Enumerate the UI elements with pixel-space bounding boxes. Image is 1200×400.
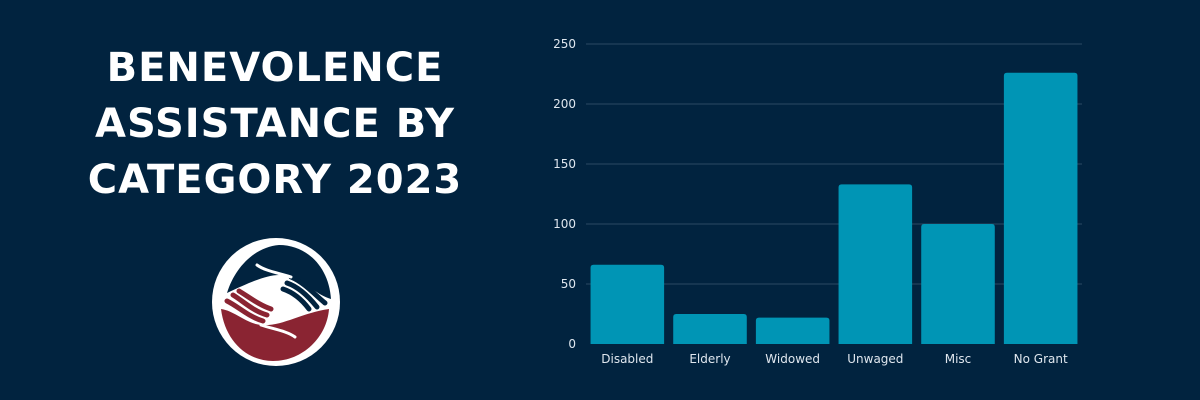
x-axis: Disabled Elderly Widowed Unwaged Misc No Gran…	[601, 352, 1068, 366]
bar-no-grant	[1003, 72, 1078, 345]
grid-layer	[586, 43, 1082, 285]
y-tick-label: 50	[561, 277, 576, 291]
title-line-1: BENEVOLENCE	[106, 45, 444, 91]
title-block: BENEVOLENCE ASSISTANCE BY CATEGORY 2023	[40, 40, 510, 208]
x-tick-label: Misc	[945, 352, 972, 366]
x-tick-label: Disabled	[601, 352, 653, 366]
y-axis: 0 50 100 150 200 250	[553, 37, 576, 351]
bar-widowed	[755, 317, 830, 344]
bar-disabled	[590, 264, 665, 344]
x-tick-label: Widowed	[765, 352, 820, 366]
y-tick-label: 150	[553, 157, 576, 171]
title-line-2: ASSISTANCE BY	[95, 101, 455, 147]
title-line-3: CATEGORY 2023	[87, 157, 463, 203]
bars	[590, 72, 1078, 345]
bar-unwaged	[838, 184, 913, 344]
hands-logo-icon	[212, 238, 340, 366]
x-tick-label: Unwaged	[847, 352, 903, 366]
y-tick-label: 0	[568, 337, 576, 351]
x-tick-label: Elderly	[689, 352, 730, 366]
bar-chart: 0 50 100 150 200 250 Disabled Elderly Widowed Un…	[553, 37, 1082, 366]
y-tick-label: 250	[553, 37, 576, 51]
x-tick-label: No Grant	[1014, 352, 1068, 366]
y-tick-label: 100	[553, 217, 576, 231]
bar-misc	[921, 224, 995, 344]
y-tick-label: 200	[553, 97, 576, 111]
bar-elderly	[673, 314, 747, 344]
